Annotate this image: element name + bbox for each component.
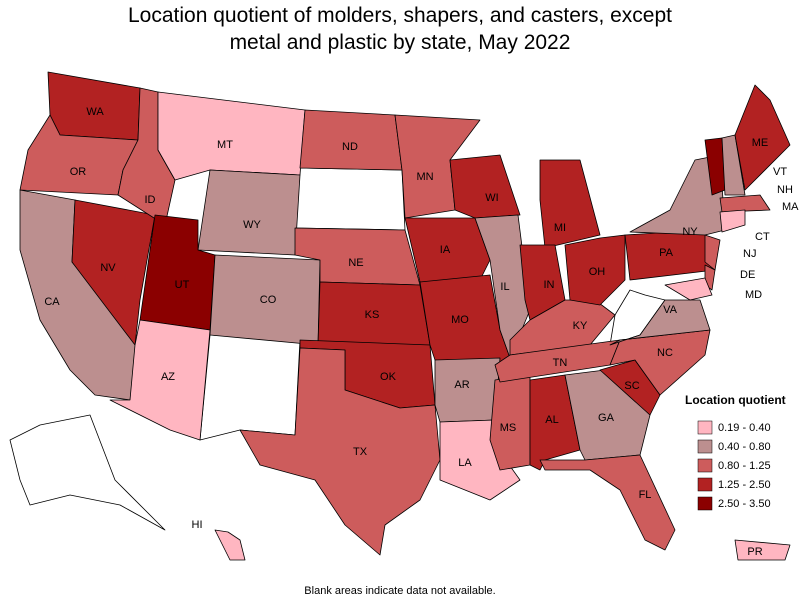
state-label: TN bbox=[553, 357, 568, 369]
state-label: MO bbox=[451, 314, 469, 326]
legend-title: Location quotient bbox=[685, 393, 786, 407]
state bbox=[721, 134, 746, 196]
state-label: PR bbox=[747, 546, 762, 558]
state-label: WI bbox=[485, 192, 498, 204]
state-label: TX bbox=[353, 446, 368, 458]
state-label: ME bbox=[752, 137, 769, 149]
state-label: HI bbox=[192, 519, 203, 531]
state-label: NY bbox=[682, 226, 698, 238]
state-label: MI bbox=[554, 222, 566, 234]
state-label: VA bbox=[663, 304, 678, 316]
state-label: CA bbox=[44, 296, 60, 308]
state-labels: WA OR CA NV ID MT WY UT AZ CO ND NE KS OK TX MN IA MO AR LA… bbox=[44, 106, 799, 558]
state bbox=[197, 169, 301, 256]
legend-label: 0.80 - 1.25 bbox=[718, 460, 771, 472]
legend-swatch bbox=[697, 496, 713, 511]
state-label: AR bbox=[454, 379, 469, 391]
state bbox=[404, 217, 491, 283]
state bbox=[609, 299, 711, 346]
state-label: IN bbox=[544, 279, 555, 291]
states bbox=[19, 71, 791, 561]
state bbox=[157, 91, 306, 181]
state-label: GA bbox=[598, 412, 615, 424]
legend-label: 1.25 - 2.50 bbox=[718, 479, 771, 491]
state-label: IL bbox=[500, 281, 509, 293]
state-label: MT bbox=[217, 139, 233, 151]
state-label: KS bbox=[365, 309, 380, 321]
legend: 0.19 - 0.40 0.40 - 0.80 0.80 - 1.25 1.25 - … bbox=[697, 420, 771, 511]
state-ak bbox=[9, 414, 166, 531]
legend-swatch bbox=[697, 477, 713, 492]
state bbox=[539, 454, 676, 551]
state-label: SC bbox=[624, 380, 639, 392]
state bbox=[719, 209, 746, 233]
state bbox=[564, 234, 626, 306]
state-sd bbox=[294, 167, 406, 231]
state-label: LA bbox=[458, 457, 472, 469]
map-title: Location quotient of molders, shapers, a… bbox=[128, 4, 672, 54]
state-nm bbox=[199, 334, 301, 441]
state-label: DE bbox=[740, 269, 755, 281]
footnote: Blank areas indicate data not available. bbox=[304, 585, 495, 597]
state-label: MD bbox=[745, 289, 762, 301]
state-label: OH bbox=[589, 266, 606, 278]
state-label: NV bbox=[100, 262, 116, 274]
state-label: CT bbox=[755, 231, 770, 243]
state-label: NC bbox=[657, 347, 673, 359]
state-label: NJ bbox=[743, 248, 756, 260]
state-label: VT bbox=[773, 166, 787, 178]
legend-label: 0.19 - 0.40 bbox=[718, 422, 771, 434]
state-label: ND bbox=[342, 141, 358, 153]
state-label: OK bbox=[380, 371, 397, 383]
legend-label: 2.50 - 3.50 bbox=[718, 498, 771, 510]
state bbox=[539, 159, 601, 249]
state bbox=[71, 199, 156, 346]
state-label: PA bbox=[659, 247, 674, 259]
state-label: UT bbox=[175, 279, 190, 291]
state-label: IA bbox=[440, 244, 451, 256]
state-label: MS bbox=[500, 422, 517, 434]
state-label: AZ bbox=[161, 371, 175, 383]
state bbox=[734, 539, 791, 561]
state-label: NH bbox=[777, 184, 793, 196]
state bbox=[239, 347, 441, 556]
state-label: FL bbox=[639, 489, 652, 501]
state bbox=[719, 194, 771, 213]
state bbox=[214, 529, 246, 561]
state-label: NE bbox=[348, 257, 363, 269]
legend-swatch bbox=[697, 420, 713, 435]
state-label: CO bbox=[260, 294, 277, 306]
state-label: WA bbox=[86, 106, 104, 118]
state bbox=[109, 319, 211, 441]
legend-swatch bbox=[697, 458, 713, 473]
state-label: MA bbox=[782, 201, 799, 213]
state bbox=[664, 277, 713, 301]
legend-label: 0.40 - 0.80 bbox=[718, 441, 771, 453]
state bbox=[734, 84, 791, 191]
state-label: ID bbox=[145, 194, 156, 206]
state-label: OR bbox=[70, 166, 87, 178]
state bbox=[449, 154, 521, 219]
state-label: AL bbox=[545, 414, 558, 426]
legend-swatch bbox=[697, 439, 713, 454]
state-label: MN bbox=[416, 171, 433, 183]
state-label: WY bbox=[243, 219, 261, 231]
state-label: KY bbox=[573, 320, 588, 332]
